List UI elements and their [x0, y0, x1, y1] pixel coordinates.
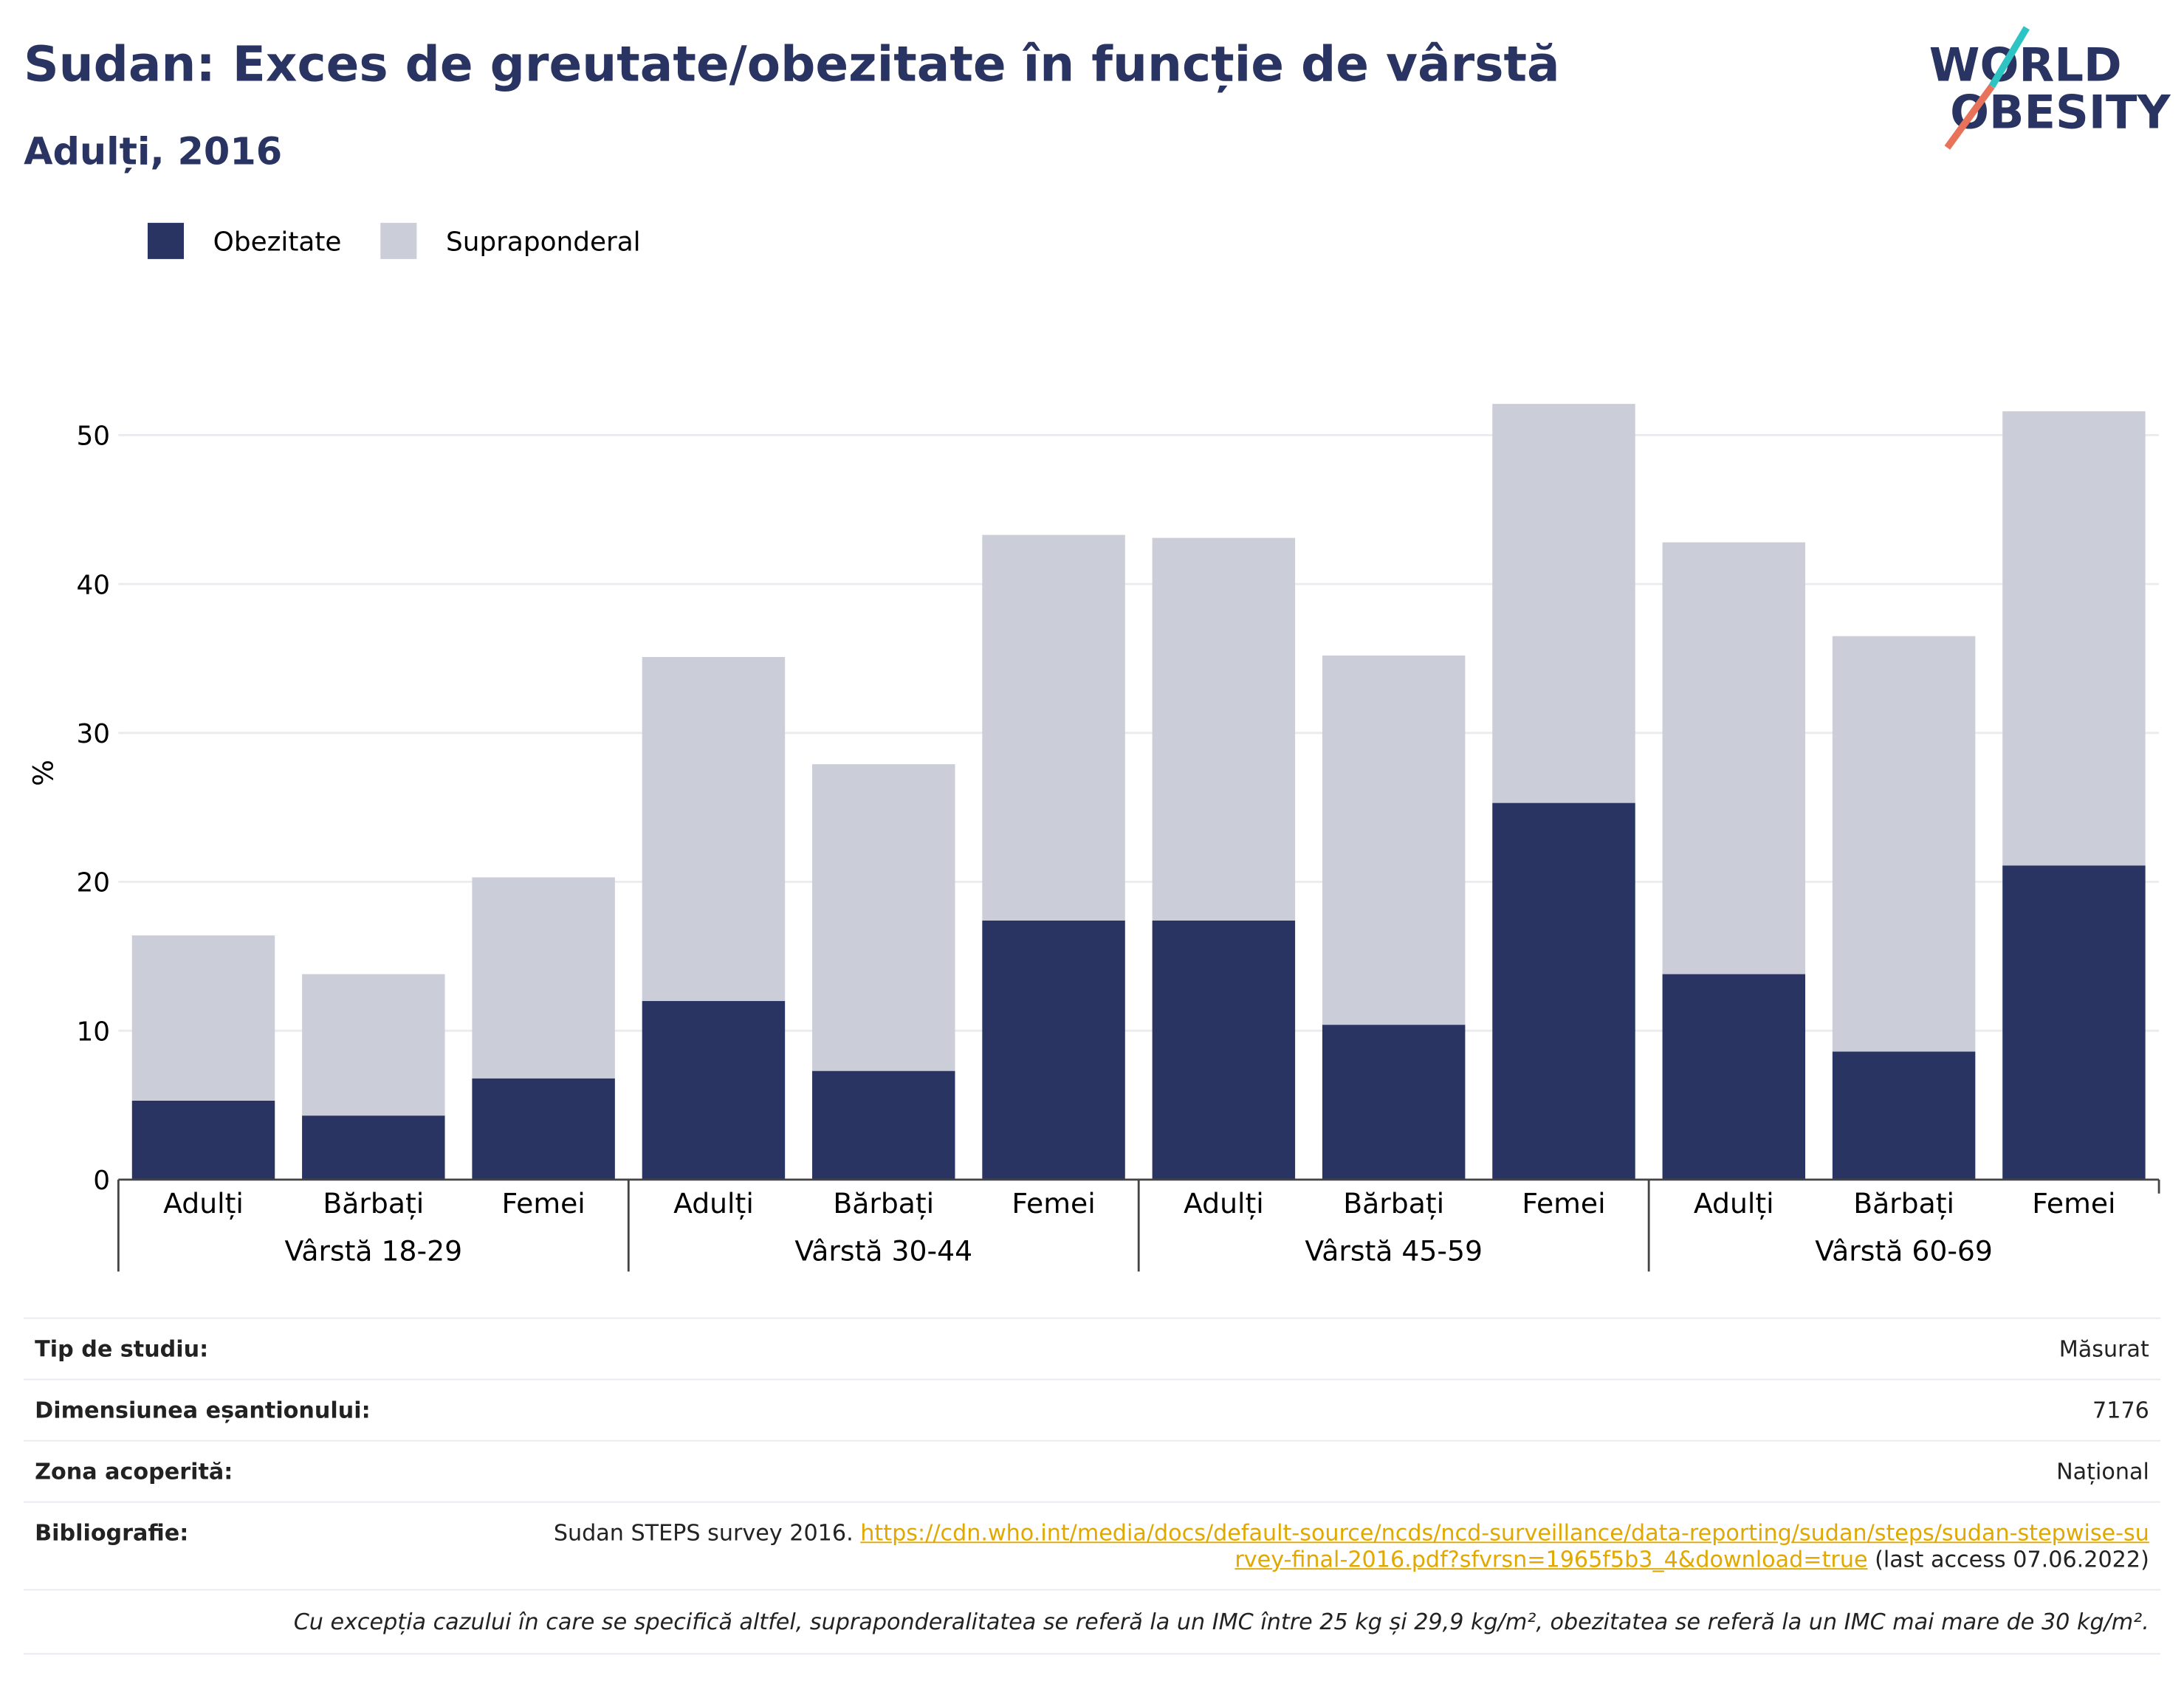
logo: WORLD OBESITY — [1929, 26, 2171, 150]
row-value: Sudan STEPS survey 2016. https://cdn.who… — [547, 1519, 2149, 1572]
bar-segment — [472, 877, 615, 1079]
logo-text: WORLD — [1929, 38, 2122, 92]
table-row: Dimensiunea eșantionului: 7176 — [24, 1378, 2160, 1440]
x-tick-label: Femei — [1012, 1187, 1095, 1220]
bar-segment — [131, 935, 275, 1101]
bar-segment — [2002, 865, 2146, 1180]
bar-segment — [1832, 636, 1976, 1052]
bar-segment — [131, 1100, 275, 1180]
x-tick-label: Bărbați — [833, 1187, 934, 1220]
bar-segment — [2002, 411, 2146, 866]
bar-segment — [1322, 1025, 1466, 1180]
bar-segment — [982, 534, 1125, 921]
bar-segment — [1492, 404, 1635, 803]
chart-subtitle: Adulți, 2016 — [24, 131, 282, 174]
x-tick-label: Adulți — [673, 1187, 754, 1220]
group-label: Vârstă 60-69 — [1815, 1234, 1993, 1267]
info-table: Tip de studiu: Măsurat Dimensiunea eșantio… — [24, 1317, 2160, 1655]
group-label: Vârstă 30-44 — [794, 1234, 972, 1267]
row-value: Național — [2056, 1458, 2149, 1485]
y-tick-label: 30 — [76, 719, 110, 749]
legend-swatch — [380, 222, 417, 259]
row-label: Dimensiunea eșantionului: — [35, 1397, 371, 1424]
x-tick-label: Femei — [2032, 1187, 2115, 1220]
bar-segment — [1152, 537, 1296, 921]
bar-segment — [642, 1000, 786, 1180]
table-row: Bibliografie: Sudan STEPS survey 2016. ht… — [24, 1501, 2160, 1589]
x-tick-label: Femei — [501, 1187, 585, 1220]
x-tick-label: Bărbați — [1343, 1187, 1444, 1220]
bibliography-link[interactable]: https://cdn.who.int/media/docs/default-s… — [860, 1519, 2149, 1572]
y-tick-label: 20 — [76, 868, 110, 898]
row-label: Zona acoperită: — [35, 1458, 233, 1485]
logo-slash — [1988, 26, 2030, 89]
x-tick-label: Bărbați — [323, 1187, 424, 1220]
x-tick-label: Adulți — [1184, 1187, 1264, 1220]
bar-segment — [1662, 974, 1806, 1180]
row-label: Tip de studiu: — [35, 1335, 209, 1362]
bar-segment — [302, 1115, 445, 1180]
group-label: Vârstă 18-29 — [284, 1234, 462, 1267]
bar-segment — [812, 764, 955, 1071]
x-tick-label: Femei — [1522, 1187, 1605, 1220]
bar-segment — [1322, 655, 1466, 1025]
x-tick-label: Bărbați — [1853, 1187, 1954, 1220]
chart-title: Sudan: Exces de greutate/obezitate în fu… — [24, 35, 1560, 92]
footnote: Cu excepția cazului în care se specifică… — [24, 1589, 2160, 1655]
y-tick-label: 40 — [76, 570, 110, 600]
y-tick-label: 0 — [93, 1166, 110, 1196]
row-value: Măsurat — [2058, 1335, 2149, 1362]
legend-label: Supraponderal — [446, 227, 641, 258]
legend-swatch — [147, 222, 185, 259]
table-row: Tip de studiu: Măsurat — [24, 1317, 2160, 1379]
chart: Sudan: Exces de greutate/obezitate în fu… — [24, 26, 2171, 1272]
bar-segment — [302, 974, 445, 1116]
bar-segment — [812, 1070, 955, 1180]
y-axis-label: % — [27, 760, 60, 786]
row-label: Bibliografie: — [35, 1519, 189, 1547]
group-label: Vârstă 45-59 — [1305, 1234, 1483, 1267]
x-tick-label: Adulți — [1694, 1187, 1774, 1220]
bar-segment — [1152, 920, 1296, 1180]
legend-label: Obezitate — [213, 227, 342, 258]
bar-segment — [1832, 1051, 1976, 1180]
bibliography-note: (last access 07.06.2022) — [1875, 1546, 2149, 1572]
bar-segment — [472, 1078, 615, 1180]
bar-segment — [1492, 802, 1635, 1180]
bibliography-text: Sudan STEPS survey 2016. — [553, 1519, 854, 1547]
row-value: 7176 — [2092, 1397, 2149, 1424]
x-tick-label: Adulți — [163, 1187, 244, 1220]
y-tick-label: 50 — [76, 422, 110, 452]
bar-segment — [1662, 542, 1806, 974]
table-row: Zona acoperită: Național — [24, 1440, 2160, 1502]
bar-segment — [642, 656, 786, 1001]
y-tick-label: 10 — [76, 1017, 110, 1047]
bar-segment — [982, 920, 1125, 1180]
logo-slash — [1944, 84, 1995, 150]
